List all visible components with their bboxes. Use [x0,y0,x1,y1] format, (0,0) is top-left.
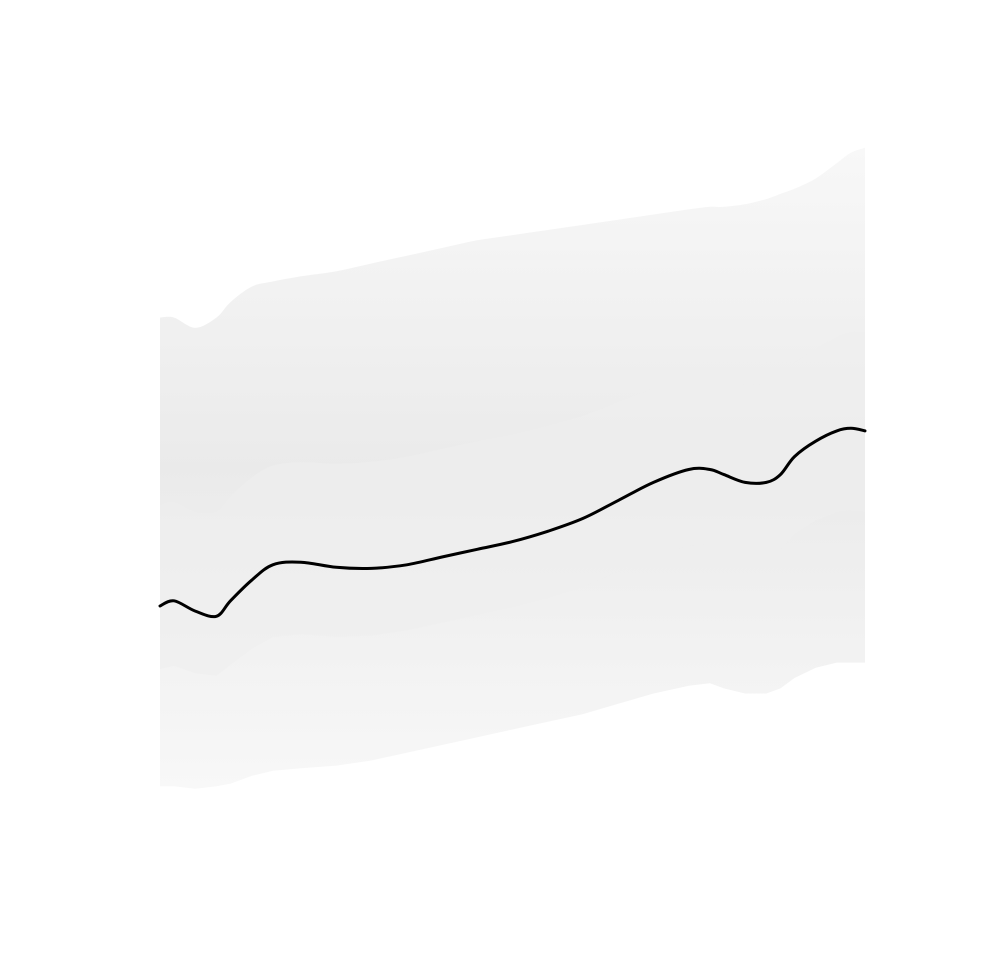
confidence-band-layer [160,147,865,789]
series-line [158,426,867,619]
confidence-band-inner [160,331,865,676]
series-line-layer [158,426,867,619]
